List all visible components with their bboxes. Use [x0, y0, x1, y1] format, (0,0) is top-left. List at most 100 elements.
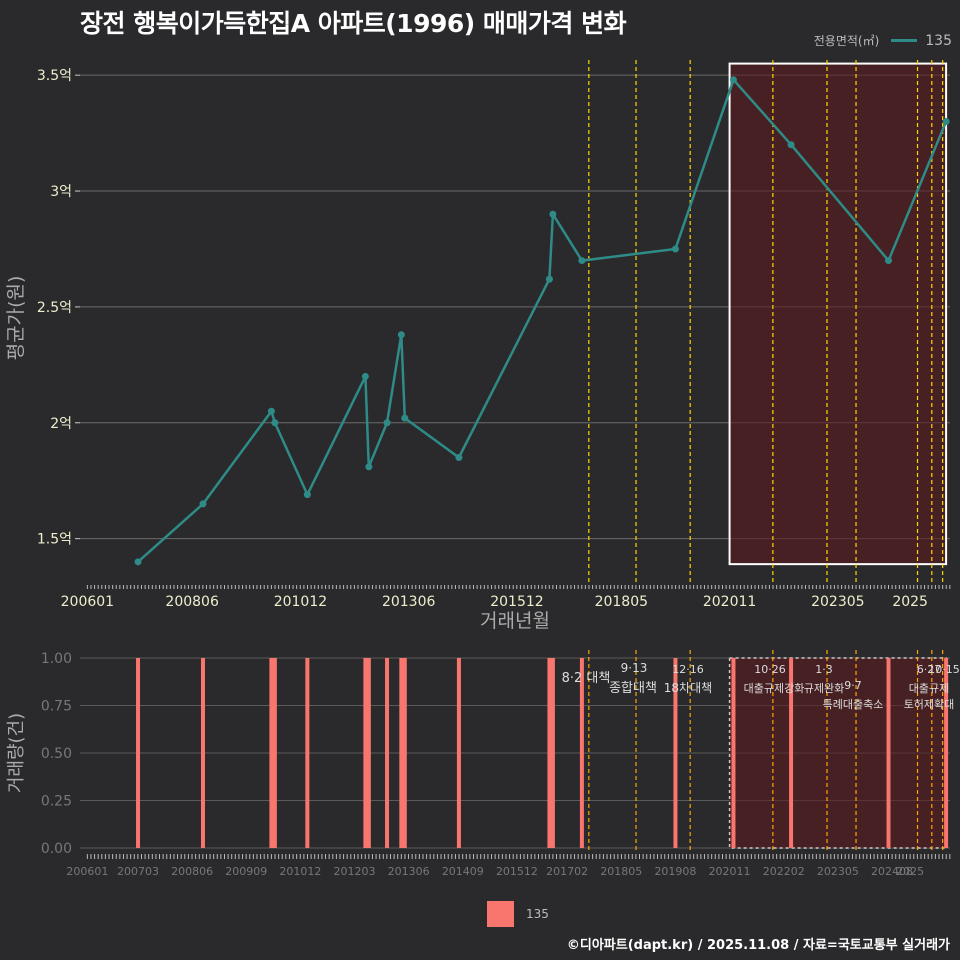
price-data-point [267, 407, 275, 415]
price-data-point [365, 463, 373, 471]
bottom-x-tick-label: 200806 [171, 865, 213, 878]
policy-annotation: 6·27 [917, 663, 942, 676]
volume-bar [269, 658, 274, 848]
top-y-tick-label: 3.5억 [37, 68, 72, 84]
volume-bar [456, 658, 461, 848]
bottom-x-tick-label: 202408 [871, 865, 913, 878]
bottom-y-axis-title: 거래량(건) [6, 713, 27, 793]
bottom-x-tick-label: 201805 [600, 865, 642, 878]
top-x-tick-label: 201805 [595, 594, 648, 610]
price-data-point [361, 372, 369, 380]
price-data-point [578, 257, 586, 265]
volume-bar [547, 658, 552, 848]
price-data-point [397, 331, 405, 339]
policy-annotation: 대출규제 [909, 682, 949, 695]
bottom-x-tick-label: 201702 [546, 865, 588, 878]
policy-annotation: 9·7 [844, 679, 862, 692]
top-x-tick-label: 202011 [703, 594, 756, 610]
bottom-y-tick-label: 0.00 [41, 841, 72, 857]
chart-title: 장전 행복이가득한집A 아파트(1996) 매매가격 변화 [80, 9, 627, 38]
legend-title: 전용면적(㎡) [813, 34, 880, 48]
legend-bar-swatch [487, 901, 514, 927]
legend-bar-value: 135 [526, 907, 549, 921]
price-data-point [729, 76, 737, 84]
top-x-tick-label: 200806 [165, 594, 219, 610]
policy-annotation: 대출규제강화 [744, 682, 805, 695]
bottom-y-tick-label: 1.00 [41, 651, 72, 667]
bottom-y-tick-label: 0.25 [41, 794, 72, 810]
bottom-legend: 135 [487, 901, 549, 927]
top-highlight-box [728, 62, 948, 566]
volume-bar [305, 658, 310, 848]
policy-annotation: 12·16 [672, 663, 704, 676]
volume-bar [136, 658, 141, 848]
bottom-x-tick-label: 201908 [654, 865, 696, 878]
bottom-y-tick-label: 0.50 [41, 746, 72, 762]
top-x-axis-title: 거래년월 [480, 610, 550, 632]
bottom-x-tick-label: 201409 [442, 865, 484, 878]
price-data-point [549, 210, 557, 218]
source-footer: ©디아파트(dapt.kr) / 2025.11.08 / 자료=국토교통부 실… [566, 938, 950, 953]
volume-bar [673, 658, 678, 848]
volume-bar [385, 658, 390, 848]
bottom-highlight-box [728, 657, 947, 849]
top-y-tick-label: 1.5억 [37, 532, 72, 548]
volume-bar [402, 658, 407, 848]
bottom-x-tick-label: 2025 [896, 865, 924, 878]
volume-bar [550, 658, 555, 848]
policy-annotation: 토허제확대 [904, 698, 955, 711]
price-data-point [942, 118, 950, 126]
volume-bar [731, 658, 736, 848]
policy-annotation: 특례대출축소 [823, 698, 884, 711]
price-data-point [787, 141, 795, 149]
price-data-point [671, 245, 679, 253]
top-y-axis-title: 평균가(원) [5, 276, 27, 361]
price-data-point [303, 491, 311, 499]
bottom-x-tick-label: 201512 [496, 865, 538, 878]
bottom-x-tick-label: 200601 [66, 865, 108, 878]
policy-annotation: 10·26 [754, 663, 786, 676]
bottom-x-tick-label: 202011 [709, 865, 751, 878]
volume-bar [366, 658, 371, 848]
bottom-x-tick-label: 201012 [279, 865, 321, 878]
bottom-y-tick-label: 0.75 [41, 699, 72, 715]
top-x-tick-label: 202305 [811, 594, 864, 610]
volume-bar [789, 658, 794, 848]
policy-annotation: 1·3 [815, 663, 833, 676]
volume-bar [272, 658, 277, 848]
volume-bar [200, 658, 205, 848]
top-y-tick-label: 2억 [50, 416, 72, 432]
policy-annotation: 종합대책 [609, 681, 657, 696]
legend-line-swatch [891, 39, 918, 42]
price-data-point [199, 500, 207, 508]
bottom-x-tick-label: 200703 [117, 865, 159, 878]
top-x-tick-label: 2025 [892, 594, 928, 610]
top-x-tick-label: 201512 [490, 594, 543, 610]
policy-annotation: 10·15 [928, 663, 960, 676]
bottom-x-tick-label: 200909 [225, 865, 267, 878]
price-data-point [455, 454, 463, 462]
price-data-point [271, 419, 279, 427]
bottom-x-tick-label: 202202 [763, 865, 805, 878]
top-y-tick-label: 2.5억 [37, 300, 72, 316]
bottom-x-tick-label: 202305 [817, 865, 859, 878]
price-data-point [885, 257, 893, 265]
legend-value: 135 [925, 32, 952, 49]
volume-bar [399, 658, 404, 848]
top-legend: 전용면적(㎡) 135 [814, 32, 952, 49]
policy-annotation: 18차대책 [664, 680, 712, 695]
policy-annotation: 8·2 대책 [562, 671, 611, 686]
volume-bar [886, 658, 891, 848]
volume-bar [579, 658, 584, 848]
top-y-tick-label: 3억 [50, 184, 72, 200]
volume-bar [363, 658, 368, 848]
price-data-point [401, 414, 409, 422]
bottom-x-tick-label: 201203 [334, 865, 376, 878]
volume-bar [944, 658, 949, 848]
top-x-tick-label: 201012 [274, 594, 327, 610]
price-data-point [383, 419, 391, 427]
top-x-tick-label: 200601 [61, 594, 114, 610]
bottom-x-tick-label: 201306 [388, 865, 430, 878]
price-data-point [545, 275, 553, 283]
